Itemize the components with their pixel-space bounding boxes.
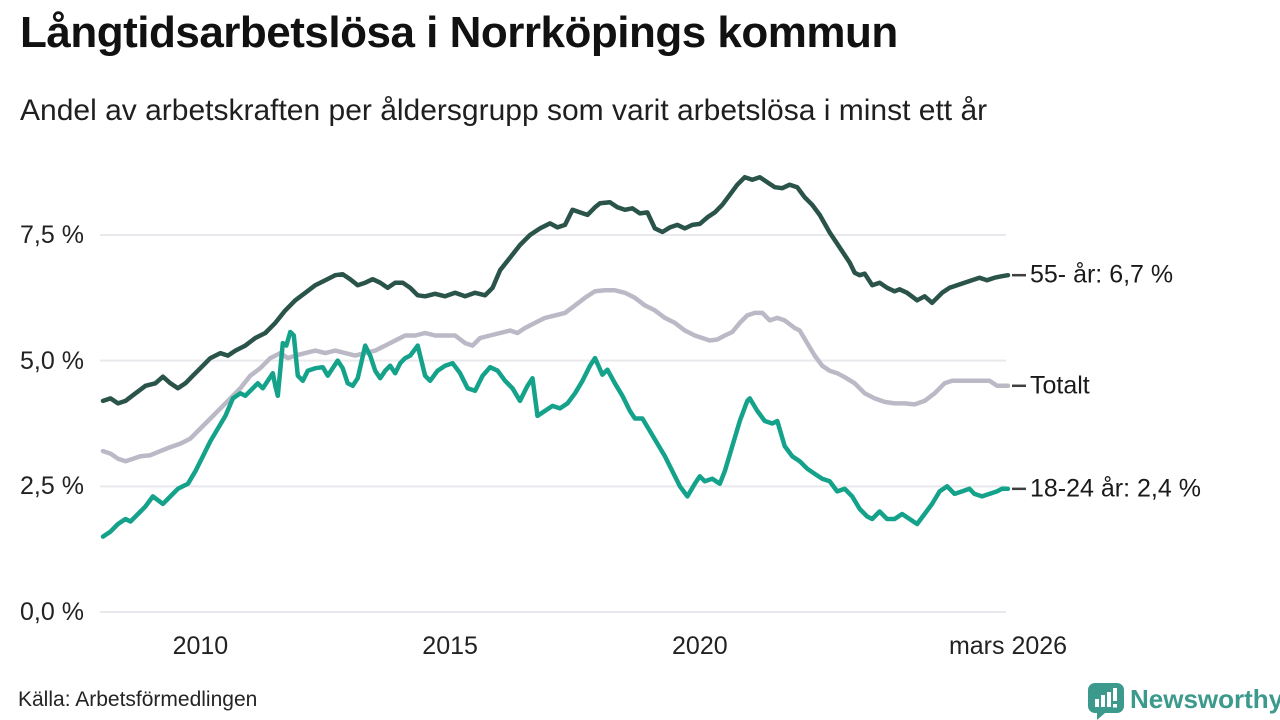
newsworthy-logo-icon xyxy=(1088,683,1124,720)
newsworthy-logo-text: Newsworthy xyxy=(1130,684,1280,714)
x-tick-label: 2020 xyxy=(672,632,728,660)
series-line-18-24 år xyxy=(100,329,1011,539)
series-end-label: 18-24 år: 2,4 % xyxy=(1030,474,1201,503)
series-line-55- år xyxy=(100,174,1011,406)
series-end-label: 55- år: 6,7 % xyxy=(1030,260,1174,289)
y-tick-label: 7,5 % xyxy=(20,220,84,249)
y-tick-label: 2,5 % xyxy=(20,472,84,501)
x-tick-label: mars 2026 xyxy=(948,632,1068,660)
x-tick-label: 2010 xyxy=(172,632,229,660)
y-tick-label: 0,0 % xyxy=(20,598,84,626)
page-title: Långtidsarbetslösa i Norrköpings kommun xyxy=(20,8,898,57)
series-end-label: Totalt xyxy=(1030,371,1090,400)
series-line-Totalt xyxy=(100,288,1011,464)
chart-subtitle: Andel av arbetskraften per åldersgrupp s… xyxy=(20,94,988,127)
y-tick-label: 5,0 % xyxy=(20,346,84,375)
source-note: Källa: Arbetsförmedlingen xyxy=(18,688,258,711)
x-tick-label: 2015 xyxy=(422,632,478,660)
